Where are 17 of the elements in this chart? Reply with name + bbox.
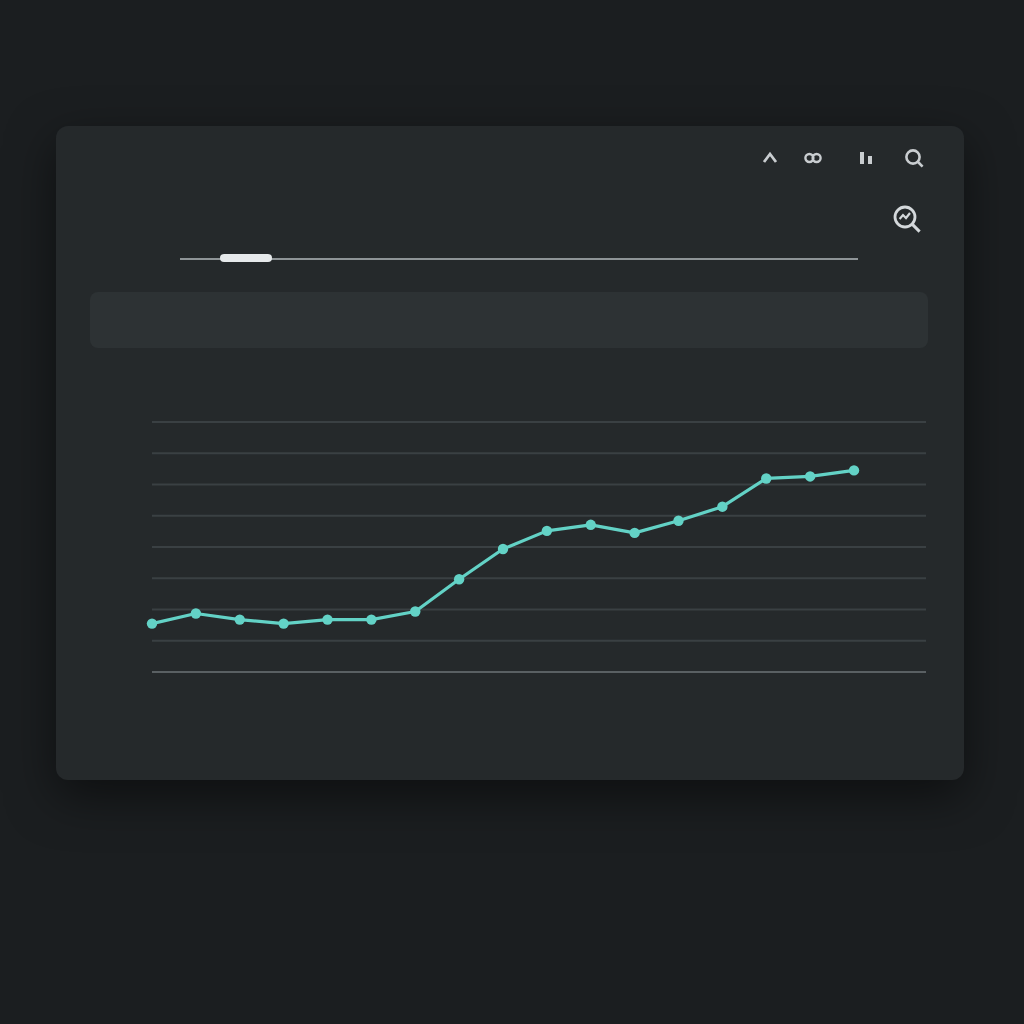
point: [410, 606, 421, 617]
point: [673, 515, 684, 526]
point: [366, 614, 377, 625]
point: [234, 614, 245, 625]
point: [190, 608, 202, 619]
point: [453, 574, 465, 585]
point: [322, 614, 333, 625]
point: [585, 519, 596, 531]
point: [629, 527, 640, 539]
point: [541, 525, 553, 537]
point: [278, 618, 289, 629]
point: [146, 618, 158, 629]
point: [848, 465, 860, 476]
point: [717, 501, 728, 512]
point: [761, 473, 772, 484]
point: [497, 543, 509, 555]
point: [804, 471, 816, 482]
